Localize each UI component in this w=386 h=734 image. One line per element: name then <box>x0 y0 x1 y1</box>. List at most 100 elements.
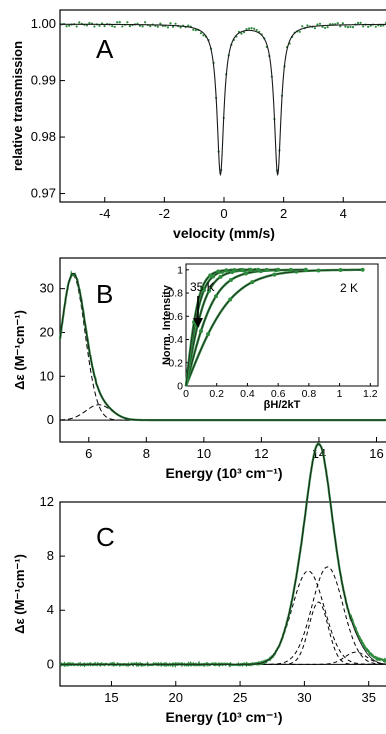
panel-c: 15 20 25 30 35 0 4 8 12 C Energy (10³ cm⁻¹) Δε (M⁻¹… <box>12 442 386 725</box>
inset-point <box>360 267 365 272</box>
x-tick-label: -2 <box>159 206 171 221</box>
data-point <box>174 22 177 25</box>
inset-arrow-head <box>193 318 203 328</box>
data-point <box>323 26 327 30</box>
data-point <box>339 25 342 28</box>
data-point <box>67 24 71 27</box>
inset-point <box>207 288 212 293</box>
data-point <box>194 28 197 32</box>
data-point <box>351 26 355 29</box>
y-tick-label: 0.98 <box>31 129 56 144</box>
component-band <box>254 601 383 665</box>
x-tick-label: 16 <box>369 446 383 461</box>
data-point <box>346 26 349 29</box>
y-tick-label: 0.97 <box>31 186 56 201</box>
data-point <box>379 24 382 27</box>
data-point <box>128 25 132 28</box>
fit-line <box>60 443 386 665</box>
data-point <box>349 25 352 28</box>
inset-point <box>228 277 233 282</box>
inset-label-2k: 2 K <box>340 281 358 295</box>
y-axis-label: relative transmission <box>10 41 25 171</box>
data-point <box>255 28 258 32</box>
data-point <box>98 24 101 27</box>
x-tick-label: -4 <box>99 206 111 221</box>
inset-x-tick-label: 1 <box>337 388 343 400</box>
data-point <box>344 25 347 28</box>
inset-y-label: Norm. Intensity <box>161 284 173 365</box>
inset-point <box>213 294 218 299</box>
x-tick-label: 20 <box>169 690 183 705</box>
data-point <box>316 23 319 26</box>
data-point <box>369 24 372 27</box>
data-point <box>118 20 121 24</box>
component-band <box>243 570 373 665</box>
inset-frame <box>185 263 379 387</box>
y-tick-label: 0 <box>47 412 54 427</box>
data-point <box>171 25 175 28</box>
inset-point <box>288 267 293 272</box>
inset-x-tick-label: 0.8 <box>302 388 317 400</box>
inset-x-tick-label: 1.2 <box>363 388 378 400</box>
y-tick-label: 0 <box>47 656 54 671</box>
x-tick-label: 10 <box>197 446 211 461</box>
y-tick-label: 12 <box>40 494 54 509</box>
panel-b-frame <box>59 257 386 443</box>
data-point <box>298 30 301 33</box>
inset-y-tick-label: 1 <box>177 264 183 276</box>
y-tick-label: 20 <box>40 324 54 339</box>
inset-point <box>200 285 205 290</box>
inset-x-label: βH/2kT <box>264 399 301 411</box>
data-point <box>103 25 106 28</box>
data-point <box>341 22 344 25</box>
x-axis-label: velocity (mm/s) <box>173 225 275 241</box>
fit-line <box>59 272 386 421</box>
data-point <box>113 25 116 28</box>
data-point <box>93 25 96 28</box>
x-axis-label: Energy (10³ cm⁻¹) <box>165 465 282 481</box>
x-tick-label: 12 <box>254 446 268 461</box>
inset-y-tick-label: 0.6 <box>168 311 183 323</box>
panel-c-frame <box>59 501 386 687</box>
data-point <box>111 24 114 28</box>
data-point <box>202 34 205 37</box>
x-axis-label: Energy (10³ cm⁻¹) <box>165 709 282 725</box>
inset-x-tick-label: 0 <box>183 388 189 400</box>
inset-x-tick-label: 0.6 <box>271 388 286 400</box>
inset-point <box>240 267 245 272</box>
inset-point <box>228 297 233 302</box>
data-point <box>144 21 147 24</box>
x-tick-label: 30 <box>297 690 311 705</box>
y-axis-label: Δε (M⁻¹cm⁻¹) <box>12 310 27 390</box>
x-tick-label: 2 <box>280 206 287 221</box>
data-point <box>247 27 251 30</box>
data-point <box>141 25 144 28</box>
x-tick-label: 15 <box>104 690 118 705</box>
inset-point <box>276 267 281 272</box>
data-point <box>166 26 170 29</box>
x-tick-label: 35 <box>361 690 375 705</box>
inset-x-tick-label: 0.4 <box>240 388 255 400</box>
data-point <box>356 21 360 25</box>
inset-point <box>218 274 223 279</box>
x-tick-label: 4 <box>340 206 347 221</box>
inset-point <box>338 267 343 272</box>
data-point <box>326 26 329 29</box>
data-point <box>199 32 202 35</box>
inset-point <box>256 267 261 272</box>
inset-point <box>264 267 269 272</box>
inset-point <box>198 329 203 334</box>
data-point <box>359 21 362 24</box>
data-point <box>362 25 365 28</box>
data-point <box>116 21 119 24</box>
data-point <box>250 27 253 30</box>
component-band <box>291 651 386 665</box>
inset-label-35k: 35 K <box>190 280 215 294</box>
inset-point <box>248 267 253 272</box>
inset-point <box>216 269 221 274</box>
data-point <box>156 25 159 28</box>
inset-point <box>303 267 308 272</box>
data-point <box>301 25 304 28</box>
